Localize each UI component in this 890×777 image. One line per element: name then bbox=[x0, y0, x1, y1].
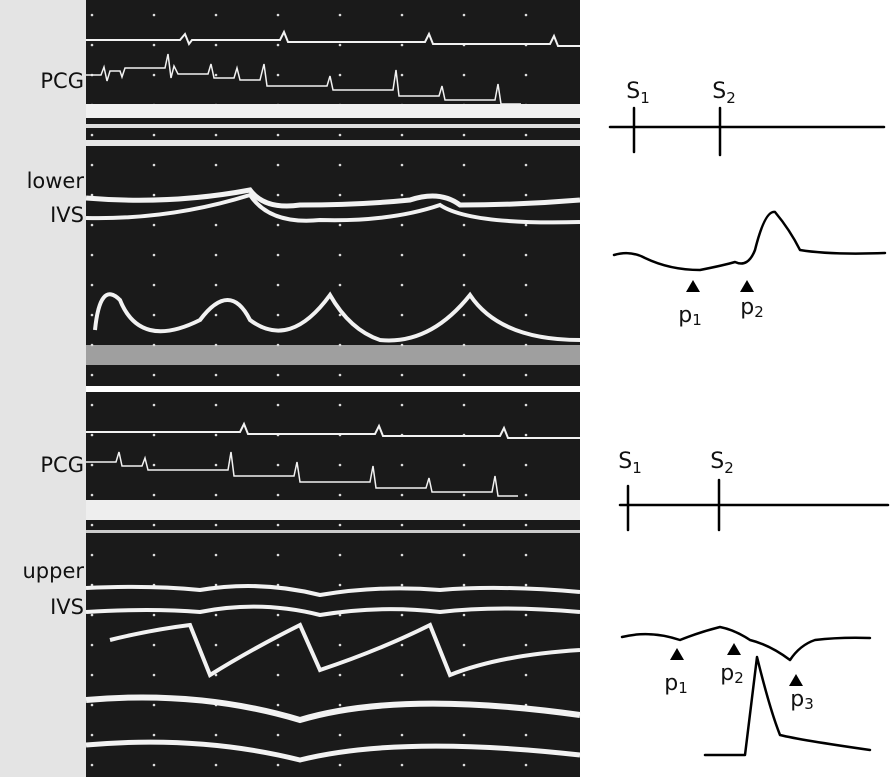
sound-label: S2 bbox=[710, 449, 734, 477]
label-part: 1 bbox=[640, 89, 650, 107]
row-label: upper bbox=[22, 559, 84, 583]
point-label: p1 bbox=[664, 671, 688, 697]
sound-label: S1 bbox=[626, 79, 650, 107]
label-strip bbox=[0, 0, 86, 777]
panel-gap bbox=[86, 386, 580, 392]
label-part: 2 bbox=[734, 669, 744, 687]
label-part: S bbox=[618, 449, 632, 474]
label-part: S bbox=[712, 79, 726, 104]
label-part: p bbox=[740, 295, 754, 320]
mmode-panel-top bbox=[86, 0, 580, 388]
label-part: 3 bbox=[804, 695, 814, 713]
label-part: p bbox=[664, 671, 678, 696]
row-label: PCG bbox=[40, 453, 84, 477]
label-part: 2 bbox=[724, 459, 734, 477]
diagram-top: S1 S2 p1 p2 bbox=[610, 79, 885, 329]
mmode-panel-bottom bbox=[86, 392, 580, 777]
sound-label: S1 bbox=[618, 449, 642, 477]
point-label: p1 bbox=[678, 303, 702, 329]
row-label: IVS bbox=[50, 595, 84, 619]
label-part: S bbox=[710, 449, 724, 474]
label-part: S bbox=[626, 79, 640, 104]
point-label: p2 bbox=[740, 295, 764, 321]
point-label: p3 bbox=[790, 687, 814, 713]
row-label: IVS bbox=[50, 203, 84, 227]
row-label: PCG bbox=[40, 69, 84, 93]
label-part: 1 bbox=[632, 459, 642, 477]
label-part: 1 bbox=[692, 311, 702, 329]
label-part: 2 bbox=[754, 303, 764, 321]
label-part: p bbox=[790, 687, 804, 712]
label-part: p bbox=[720, 661, 734, 686]
sound-label: S2 bbox=[712, 79, 736, 107]
point-label: p2 bbox=[720, 661, 744, 687]
figure: PCG lower IVS PCG upper IVS S1 S2 p1 p2 … bbox=[0, 0, 890, 777]
diagram-bottom: S1 S2 p1 p2 p3 bbox=[618, 449, 888, 755]
label-part: 2 bbox=[726, 89, 736, 107]
row-label: lower bbox=[27, 169, 85, 193]
label-part: p bbox=[678, 303, 692, 328]
label-part: 1 bbox=[678, 679, 688, 697]
